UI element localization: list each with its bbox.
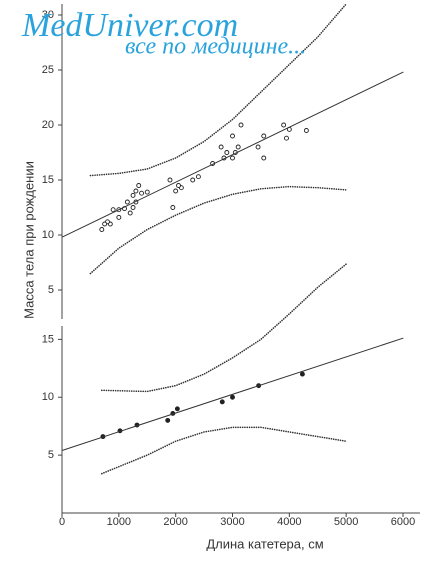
data-point <box>235 144 241 150</box>
y-tick-label: 15 <box>42 174 54 186</box>
data-point <box>136 183 142 188</box>
data-point <box>219 399 225 405</box>
data-point <box>127 210 133 216</box>
data-point <box>170 205 176 210</box>
data-point <box>230 394 235 400</box>
data-point <box>195 174 201 180</box>
fit-line <box>61 337 404 451</box>
y-tick-label: 10 <box>42 391 54 403</box>
confidence-band <box>89 185 347 275</box>
data-point <box>303 128 309 133</box>
data-point <box>130 192 136 198</box>
data-point <box>218 144 224 150</box>
data-point <box>99 227 105 232</box>
confidence-band <box>100 426 347 475</box>
data-point <box>281 122 287 128</box>
data-point <box>139 190 145 196</box>
data-point <box>174 406 180 412</box>
data-point <box>167 177 173 183</box>
data-point <box>255 144 261 150</box>
y-tick-label: 15 <box>42 333 54 345</box>
data-point <box>230 155 235 161</box>
data-point <box>130 205 136 210</box>
data-point <box>284 135 289 141</box>
data-point <box>102 221 108 227</box>
watermark-tagline: все по медицине... <box>125 34 306 60</box>
x-tick-label: 2000 <box>163 516 187 528</box>
y-tick-label: 10 <box>42 229 54 241</box>
data-point <box>238 122 244 128</box>
y-tick-label: 20 <box>42 119 54 131</box>
confidence-band <box>89 3 347 177</box>
fit-line <box>61 71 404 238</box>
data-point <box>133 188 139 194</box>
y-axis-label: Масса тела при рождении <box>21 161 36 319</box>
data-point <box>173 188 179 194</box>
data-point <box>261 133 267 139</box>
data-point <box>176 183 181 188</box>
x-axis-label: Длина катетера, см <box>206 536 323 551</box>
x-tick-label: 6000 <box>391 516 415 528</box>
data-point <box>144 189 150 195</box>
data-point <box>230 133 235 139</box>
data-point <box>224 150 230 155</box>
y-tick-label: 30 <box>42 9 54 21</box>
watermark-site: MedUniver.com <box>21 7 238 44</box>
data-point <box>261 155 267 161</box>
data-point <box>116 214 122 220</box>
x-tick-label: 1000 <box>107 516 131 528</box>
y-tick-label: 25 <box>42 64 54 76</box>
x-tick-label: 4000 <box>277 516 301 528</box>
x-tick-label: 0 <box>59 516 65 528</box>
data-point <box>165 417 171 423</box>
data-point <box>110 207 116 213</box>
data-point <box>190 177 196 183</box>
confidence-band <box>100 263 347 393</box>
y-tick-label: 5 <box>48 284 54 296</box>
x-tick-label: 3000 <box>220 516 244 528</box>
y-tick-label: 5 <box>48 449 54 461</box>
data-point <box>299 371 305 377</box>
data-point <box>124 199 130 205</box>
x-tick-label: 5000 <box>334 516 358 528</box>
